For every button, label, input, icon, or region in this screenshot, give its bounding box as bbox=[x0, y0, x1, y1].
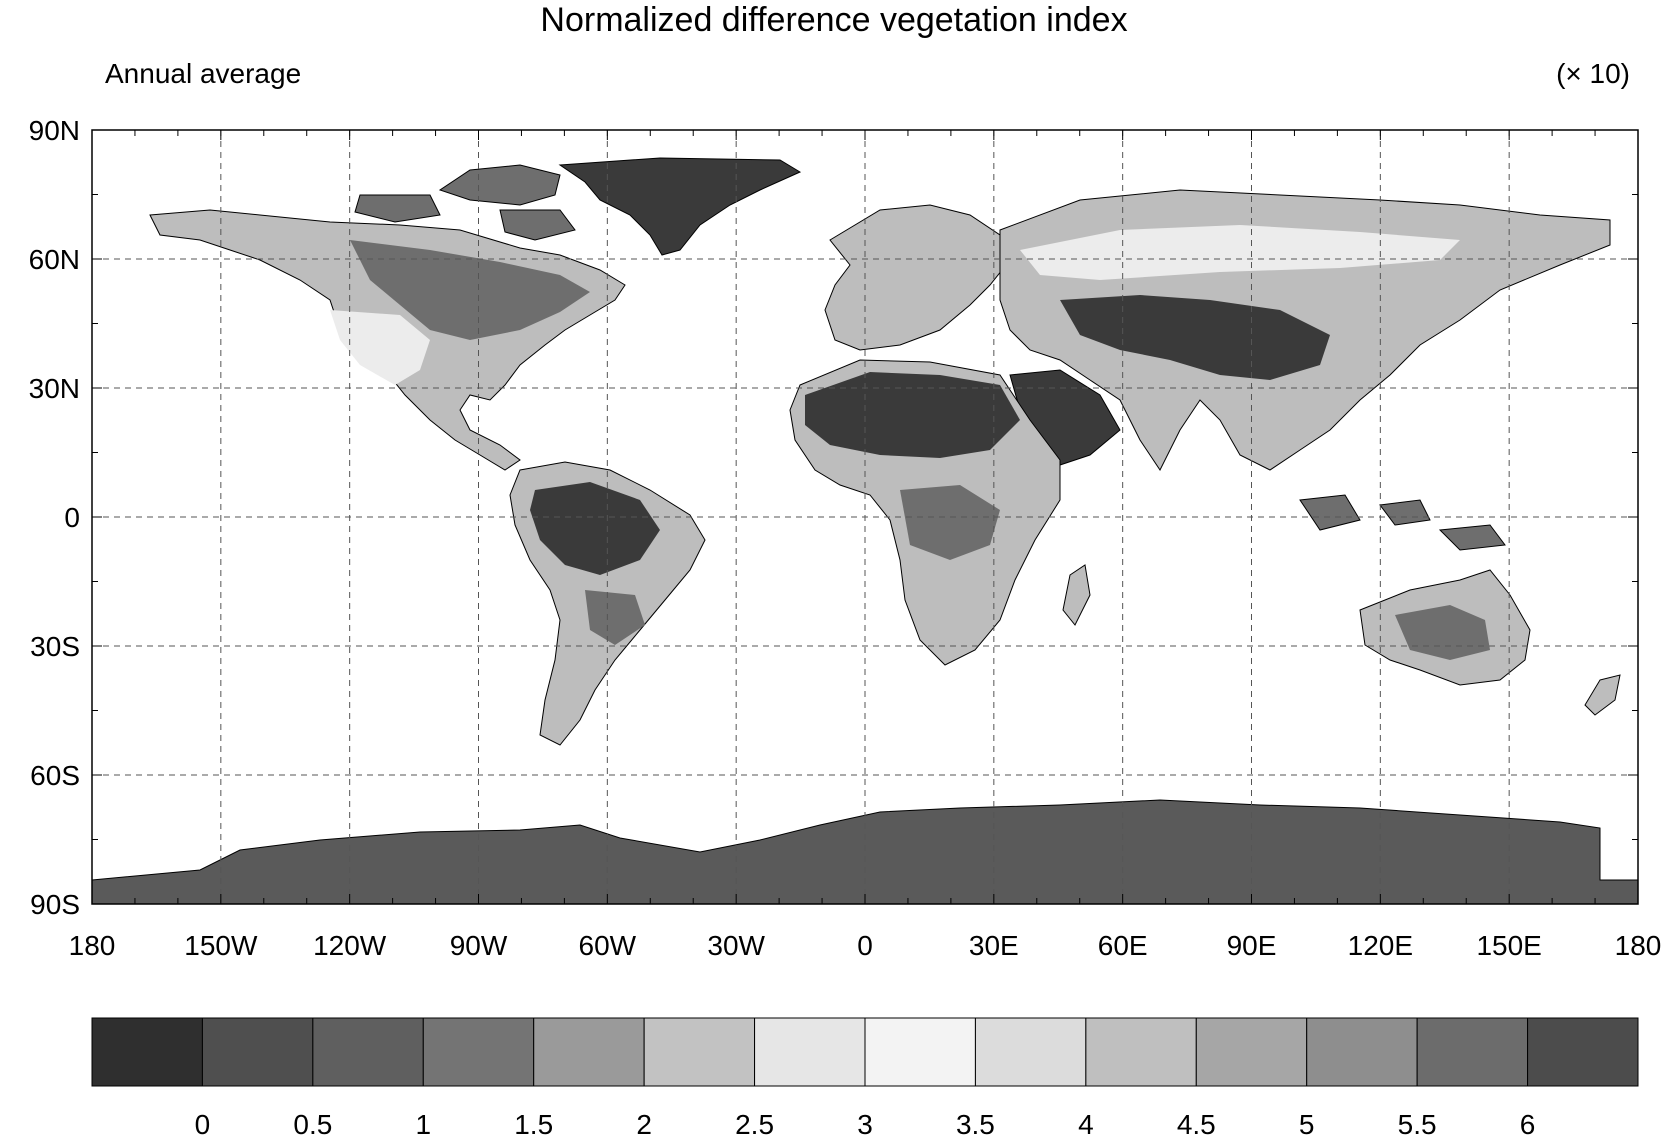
colorbar-swatch bbox=[754, 1017, 866, 1087]
lon-label: 60W bbox=[579, 930, 637, 961]
colorbar-label: 3.5 bbox=[956, 1109, 995, 1140]
colorbar-label: 2 bbox=[636, 1109, 652, 1140]
lon-label: 30E bbox=[969, 930, 1019, 961]
scale-factor-note: (× 10) bbox=[1556, 58, 1630, 89]
lon-label: 90E bbox=[1227, 930, 1277, 961]
colorbar-swatch bbox=[1527, 1017, 1639, 1087]
lat-label: 90S bbox=[30, 889, 80, 920]
greenland bbox=[558, 157, 802, 256]
lat-label: 90N bbox=[29, 115, 80, 146]
lon-label: 90W bbox=[450, 930, 508, 961]
colorbar-label: 4 bbox=[1078, 1109, 1094, 1140]
colorbar-swatch bbox=[864, 1017, 976, 1087]
north-america-interior bbox=[350, 240, 590, 340]
lat-label: 60S bbox=[30, 760, 80, 791]
colorbar-label: 0.5 bbox=[293, 1109, 332, 1140]
maritime-southeast-asia bbox=[1299, 494, 1506, 551]
lat-label: 30N bbox=[29, 373, 80, 404]
lat-label: 60N bbox=[29, 244, 80, 275]
colorbar-swatch bbox=[1085, 1017, 1197, 1087]
colorbar-swatch bbox=[643, 1017, 756, 1087]
amazon-basin bbox=[530, 482, 660, 575]
siberia-light bbox=[1020, 225, 1460, 280]
europe bbox=[824, 204, 1011, 351]
longitude-labels: 180 150W 120W 90W 60W 30W 0 30E 60E 90E 120E 150E 18… bbox=[69, 930, 1662, 961]
colorbar-label: 6 bbox=[1520, 1109, 1536, 1140]
madagascar bbox=[1062, 564, 1091, 626]
graticule-gridlines bbox=[92, 130, 1638, 904]
lon-label: 60E bbox=[1098, 930, 1148, 961]
lon-label: 180 bbox=[69, 930, 116, 961]
colorbar-swatch bbox=[201, 1017, 314, 1087]
colorbar-swatch bbox=[422, 1017, 535, 1087]
colorbar-label: 0 bbox=[195, 1109, 211, 1140]
australia-interior bbox=[1395, 605, 1490, 660]
colorbar-labels: 0 0.5 1 1.5 2 2.5 3 3.5 4 4.5 5 5.5 6 bbox=[195, 1109, 1536, 1140]
colorbar-swatch bbox=[1306, 1017, 1418, 1087]
congo-basin bbox=[900, 485, 1000, 560]
colorbar bbox=[91, 1017, 1639, 1087]
colorbar-swatch bbox=[1195, 1017, 1308, 1087]
map-title: Normalized difference vegetation index bbox=[540, 1, 1128, 39]
colorbar-swatch bbox=[974, 1017, 1087, 1087]
colorbar-label: 2.5 bbox=[735, 1109, 774, 1140]
central-asia-deserts bbox=[1060, 295, 1330, 380]
lon-label: 120W bbox=[313, 930, 387, 961]
us-plains bbox=[330, 310, 430, 385]
lon-label: 120E bbox=[1348, 930, 1413, 961]
latitude-labels: 90N 60N 30N 0 30S 60S 90S bbox=[29, 115, 80, 920]
lat-label: 30S bbox=[30, 631, 80, 662]
colorbar-swatch bbox=[91, 1017, 203, 1087]
lon-label: 150W bbox=[184, 930, 258, 961]
lon-label: 30W bbox=[707, 930, 765, 961]
sahara-desert bbox=[805, 372, 1020, 458]
minor-ticks bbox=[91, 129, 1639, 905]
lon-label: 0 bbox=[857, 930, 873, 961]
colorbar-swatch bbox=[533, 1017, 645, 1087]
south-america-south bbox=[585, 590, 645, 645]
colorbar-label: 1.5 bbox=[514, 1109, 553, 1140]
new-zealand bbox=[1584, 674, 1621, 716]
canadian-arctic-islands bbox=[354, 164, 576, 241]
colorbar-swatch bbox=[1416, 1017, 1529, 1087]
lat-label: 0 bbox=[64, 502, 80, 533]
map-subtitle: Annual average bbox=[105, 58, 302, 89]
lon-label: 150E bbox=[1476, 930, 1541, 961]
colorbar-label: 5.5 bbox=[1398, 1109, 1437, 1140]
colorbar-swatch bbox=[312, 1017, 424, 1087]
colorbar-label: 3 bbox=[857, 1109, 873, 1140]
colorbar-label: 1 bbox=[415, 1109, 431, 1140]
colorbar-label: 4.5 bbox=[1177, 1109, 1216, 1140]
colorbar-label: 5 bbox=[1299, 1109, 1315, 1140]
lon-label: 180 bbox=[1615, 930, 1662, 961]
